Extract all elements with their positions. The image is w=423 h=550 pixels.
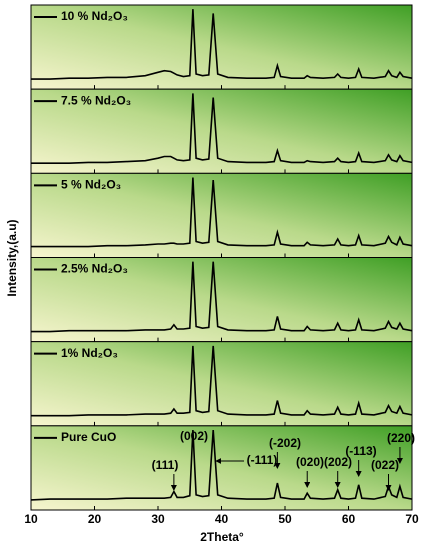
x-tick-label: 70 xyxy=(405,512,419,526)
xrd-line xyxy=(31,9,413,80)
peak-label: (020) xyxy=(296,455,324,469)
y-axis-label: Intensity,(a.u) xyxy=(5,219,19,296)
legend-label: 5 % Nd₂O₃ xyxy=(61,178,121,192)
x-tick-label: 20 xyxy=(88,512,102,526)
x-tick-label: 40 xyxy=(215,512,229,526)
x-tick-label: 10 xyxy=(24,512,38,526)
legend-label: Pure CuO xyxy=(61,430,116,444)
x-axis-label: 2Theta° xyxy=(200,530,244,544)
peak-label: (202) xyxy=(324,455,352,469)
peak-label: (002) xyxy=(180,429,208,443)
xrd-line xyxy=(31,177,413,248)
peak-label: (-111) xyxy=(247,453,278,467)
x-tick-label: 50 xyxy=(278,512,292,526)
peak-label: (220) xyxy=(387,431,415,445)
peak-label: (022) xyxy=(371,458,399,472)
xrd-line xyxy=(31,93,413,164)
peak-label: (-202) xyxy=(269,436,301,450)
x-tick-label: 30 xyxy=(151,512,165,526)
legend-label: 2.5% Nd₂O₃ xyxy=(61,262,128,276)
legend-label: 1% Nd₂O₃ xyxy=(61,346,118,360)
xrd-line xyxy=(31,345,413,417)
xrd-line xyxy=(31,261,413,333)
xrd-line xyxy=(30,429,413,501)
legend-label: 10 % Nd₂O₃ xyxy=(61,9,128,23)
legend-label: 7.5 % Nd₂O₃ xyxy=(61,93,131,107)
peak-label: (111) xyxy=(152,458,179,472)
peak-label: (-113) xyxy=(345,444,376,458)
x-tick-label: 60 xyxy=(342,512,356,526)
